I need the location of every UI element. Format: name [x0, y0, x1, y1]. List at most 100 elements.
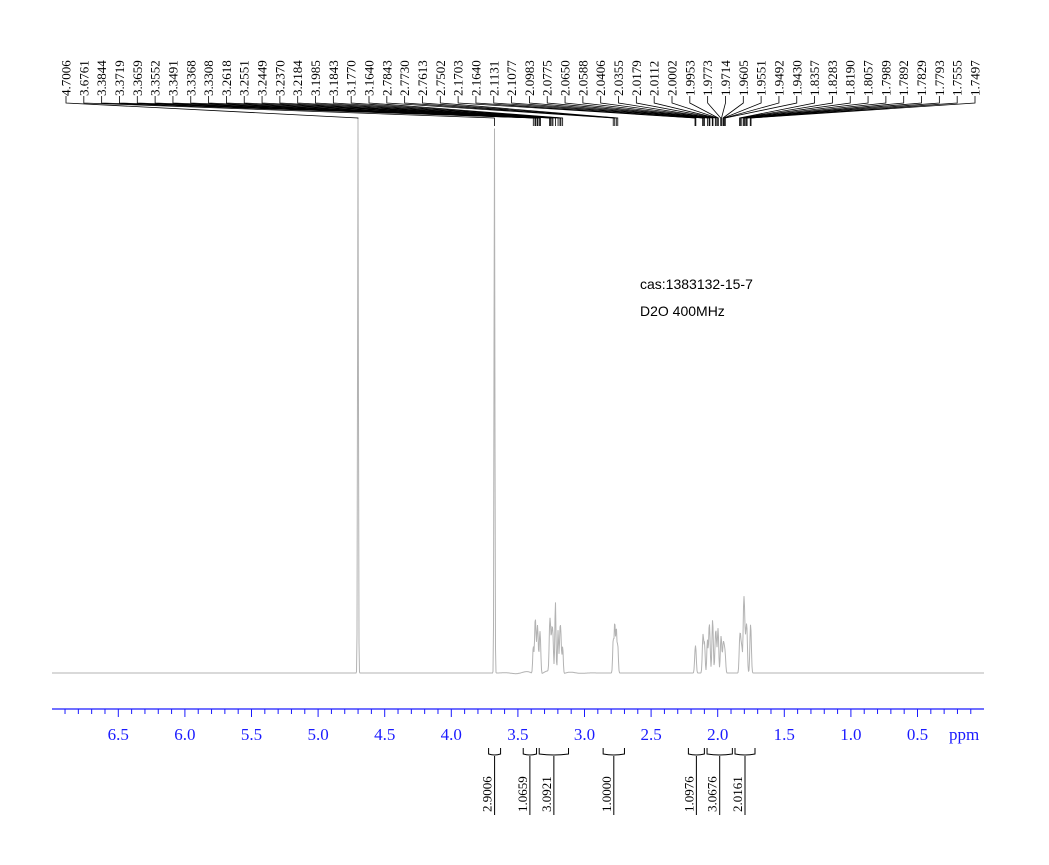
peak-leader — [529, 96, 706, 126]
peak-label: 1.9605 — [736, 60, 751, 96]
peak-label: 3.1770 — [344, 60, 359, 96]
peak-leader — [65, 96, 359, 126]
peak-leader — [721, 96, 726, 126]
peak-label: 3.6761 — [76, 60, 91, 96]
x-axis-ticks: 6.5 6.0 5.5 5.0 4.5 4.0 3.5 3.0 2.5 2.0 1.5 1.0 0.5 — [64, 709, 972, 744]
x-tick-label: 1.0 — [840, 725, 861, 744]
integral-bracket — [687, 748, 705, 756]
integral-value: 2.9006 — [480, 776, 495, 812]
x-axis-unit-label: ppm — [949, 725, 979, 744]
peak-leader — [750, 96, 976, 126]
peak-leader — [723, 96, 762, 126]
peak-label: 1.7555 — [950, 60, 965, 96]
x-tick-label: 3.0 — [574, 725, 595, 744]
peak-leader — [439, 96, 619, 126]
peak-label: 3.3368 — [183, 60, 198, 96]
peak-label: 2.0355 — [611, 60, 626, 96]
peak-label: 2.0775 — [540, 60, 555, 96]
peak-label: 2.0406 — [593, 60, 608, 96]
peak-leader — [749, 96, 958, 126]
peak-label: 1.7989 — [878, 60, 893, 96]
peak-leader — [743, 96, 869, 126]
peak-label: 1.9430 — [789, 60, 804, 96]
peak-label: 2.7613 — [415, 60, 430, 96]
peak-label: 2.1703 — [451, 60, 466, 96]
peak-label: 4.7006 — [59, 60, 74, 96]
peak-label: 2.7730 — [397, 60, 412, 96]
peak-label: 2.0112 — [647, 61, 662, 96]
peak-leader — [172, 96, 539, 126]
x-tick-label: 2.0 — [707, 725, 728, 744]
integrals: 2.9006 1.0659 3.0921 1.0000 1.0976 3.0676 2.01… — [480, 748, 756, 815]
peak-label-leaders — [65, 96, 976, 126]
peak-label: 1.8057 — [861, 60, 876, 96]
peak-label: 2.1131 — [486, 61, 501, 96]
x-tick-label: 4.5 — [374, 725, 395, 744]
peak-label: 1.8283 — [825, 60, 840, 96]
peak-label: 3.3308 — [201, 60, 216, 96]
peak-label: 2.0650 — [558, 60, 573, 96]
peak-label: 1.7793 — [932, 60, 947, 96]
peak-leader — [671, 96, 719, 126]
peak-leader — [457, 96, 696, 126]
x-tick-label: 6.0 — [174, 725, 195, 744]
x-tick-label: 3.5 — [507, 725, 528, 744]
peak-leader — [511, 96, 704, 126]
peak-leader — [564, 96, 710, 126]
peak-leader — [745, 96, 905, 126]
peak-leader — [600, 96, 713, 126]
peak-leader — [724, 96, 780, 126]
peak-label: 3.3552 — [148, 60, 163, 96]
integral-value: 2.0161 — [730, 776, 745, 812]
peak-leader — [689, 96, 719, 126]
annotation-cas: cas:1383132-15-7 — [640, 276, 753, 292]
peak-label: 3.2618 — [219, 60, 234, 96]
integral-value: 1.0000 — [599, 776, 614, 812]
integral-bracket — [538, 748, 570, 756]
peak-label: 2.7843 — [379, 60, 394, 96]
peak-leader — [368, 96, 564, 126]
peak-leader — [350, 96, 562, 126]
peak-label: 1.7829 — [914, 60, 929, 96]
peak-label: 3.3844 — [94, 60, 109, 96]
peak-leader — [208, 96, 541, 126]
peak-leader — [722, 96, 744, 126]
peak-label: 1.8190 — [843, 60, 858, 96]
peak-leader — [332, 96, 561, 126]
peak-label: 3.2370 — [272, 60, 287, 96]
peak-leader — [243, 96, 551, 126]
x-tick-label: 0.5 — [907, 725, 928, 744]
x-tick-label: 2.5 — [640, 725, 661, 744]
annotation-solvent: D2O 400MHz — [640, 303, 725, 319]
peak-label: 3.2184 — [290, 60, 305, 96]
integral-value: 1.0659 — [515, 776, 530, 812]
peak-leader — [83, 96, 495, 126]
spectrum-trace — [52, 118, 984, 675]
peak-labels: 4.7006 3.6761 3.3844 3.3719 3.3659 3.3552 3.34… — [59, 60, 983, 96]
peak-leader — [635, 96, 716, 126]
peak-leader — [279, 96, 554, 126]
peak-label: 3.2551 — [237, 60, 252, 96]
peak-leader — [582, 96, 711, 126]
peak-leader — [746, 96, 922, 126]
peak-label: 1.9953 — [682, 60, 697, 96]
peak-label: 1.8357 — [807, 60, 822, 96]
peak-label: 3.1640 — [362, 60, 377, 96]
peak-label: 1.7892 — [896, 60, 911, 96]
peak-leader — [546, 96, 708, 126]
peak-label: 1.7497 — [968, 60, 983, 96]
integral-bracket — [488, 748, 502, 756]
peak-label: 2.7502 — [433, 60, 448, 96]
integral-bracket — [522, 748, 538, 756]
peak-label: 2.0588 — [575, 60, 590, 96]
peak-label: 2.1640 — [468, 60, 483, 96]
peak-label: 2.1077 — [504, 60, 519, 96]
peak-label: 3.3719 — [112, 60, 127, 96]
peak-leader — [739, 96, 815, 126]
peak-leader — [404, 96, 616, 126]
x-tick-label: 5.0 — [307, 725, 328, 744]
integral-value: 3.0921 — [539, 776, 554, 812]
peak-label: 3.3491 — [165, 60, 180, 96]
x-tick-label: 5.5 — [241, 725, 262, 744]
